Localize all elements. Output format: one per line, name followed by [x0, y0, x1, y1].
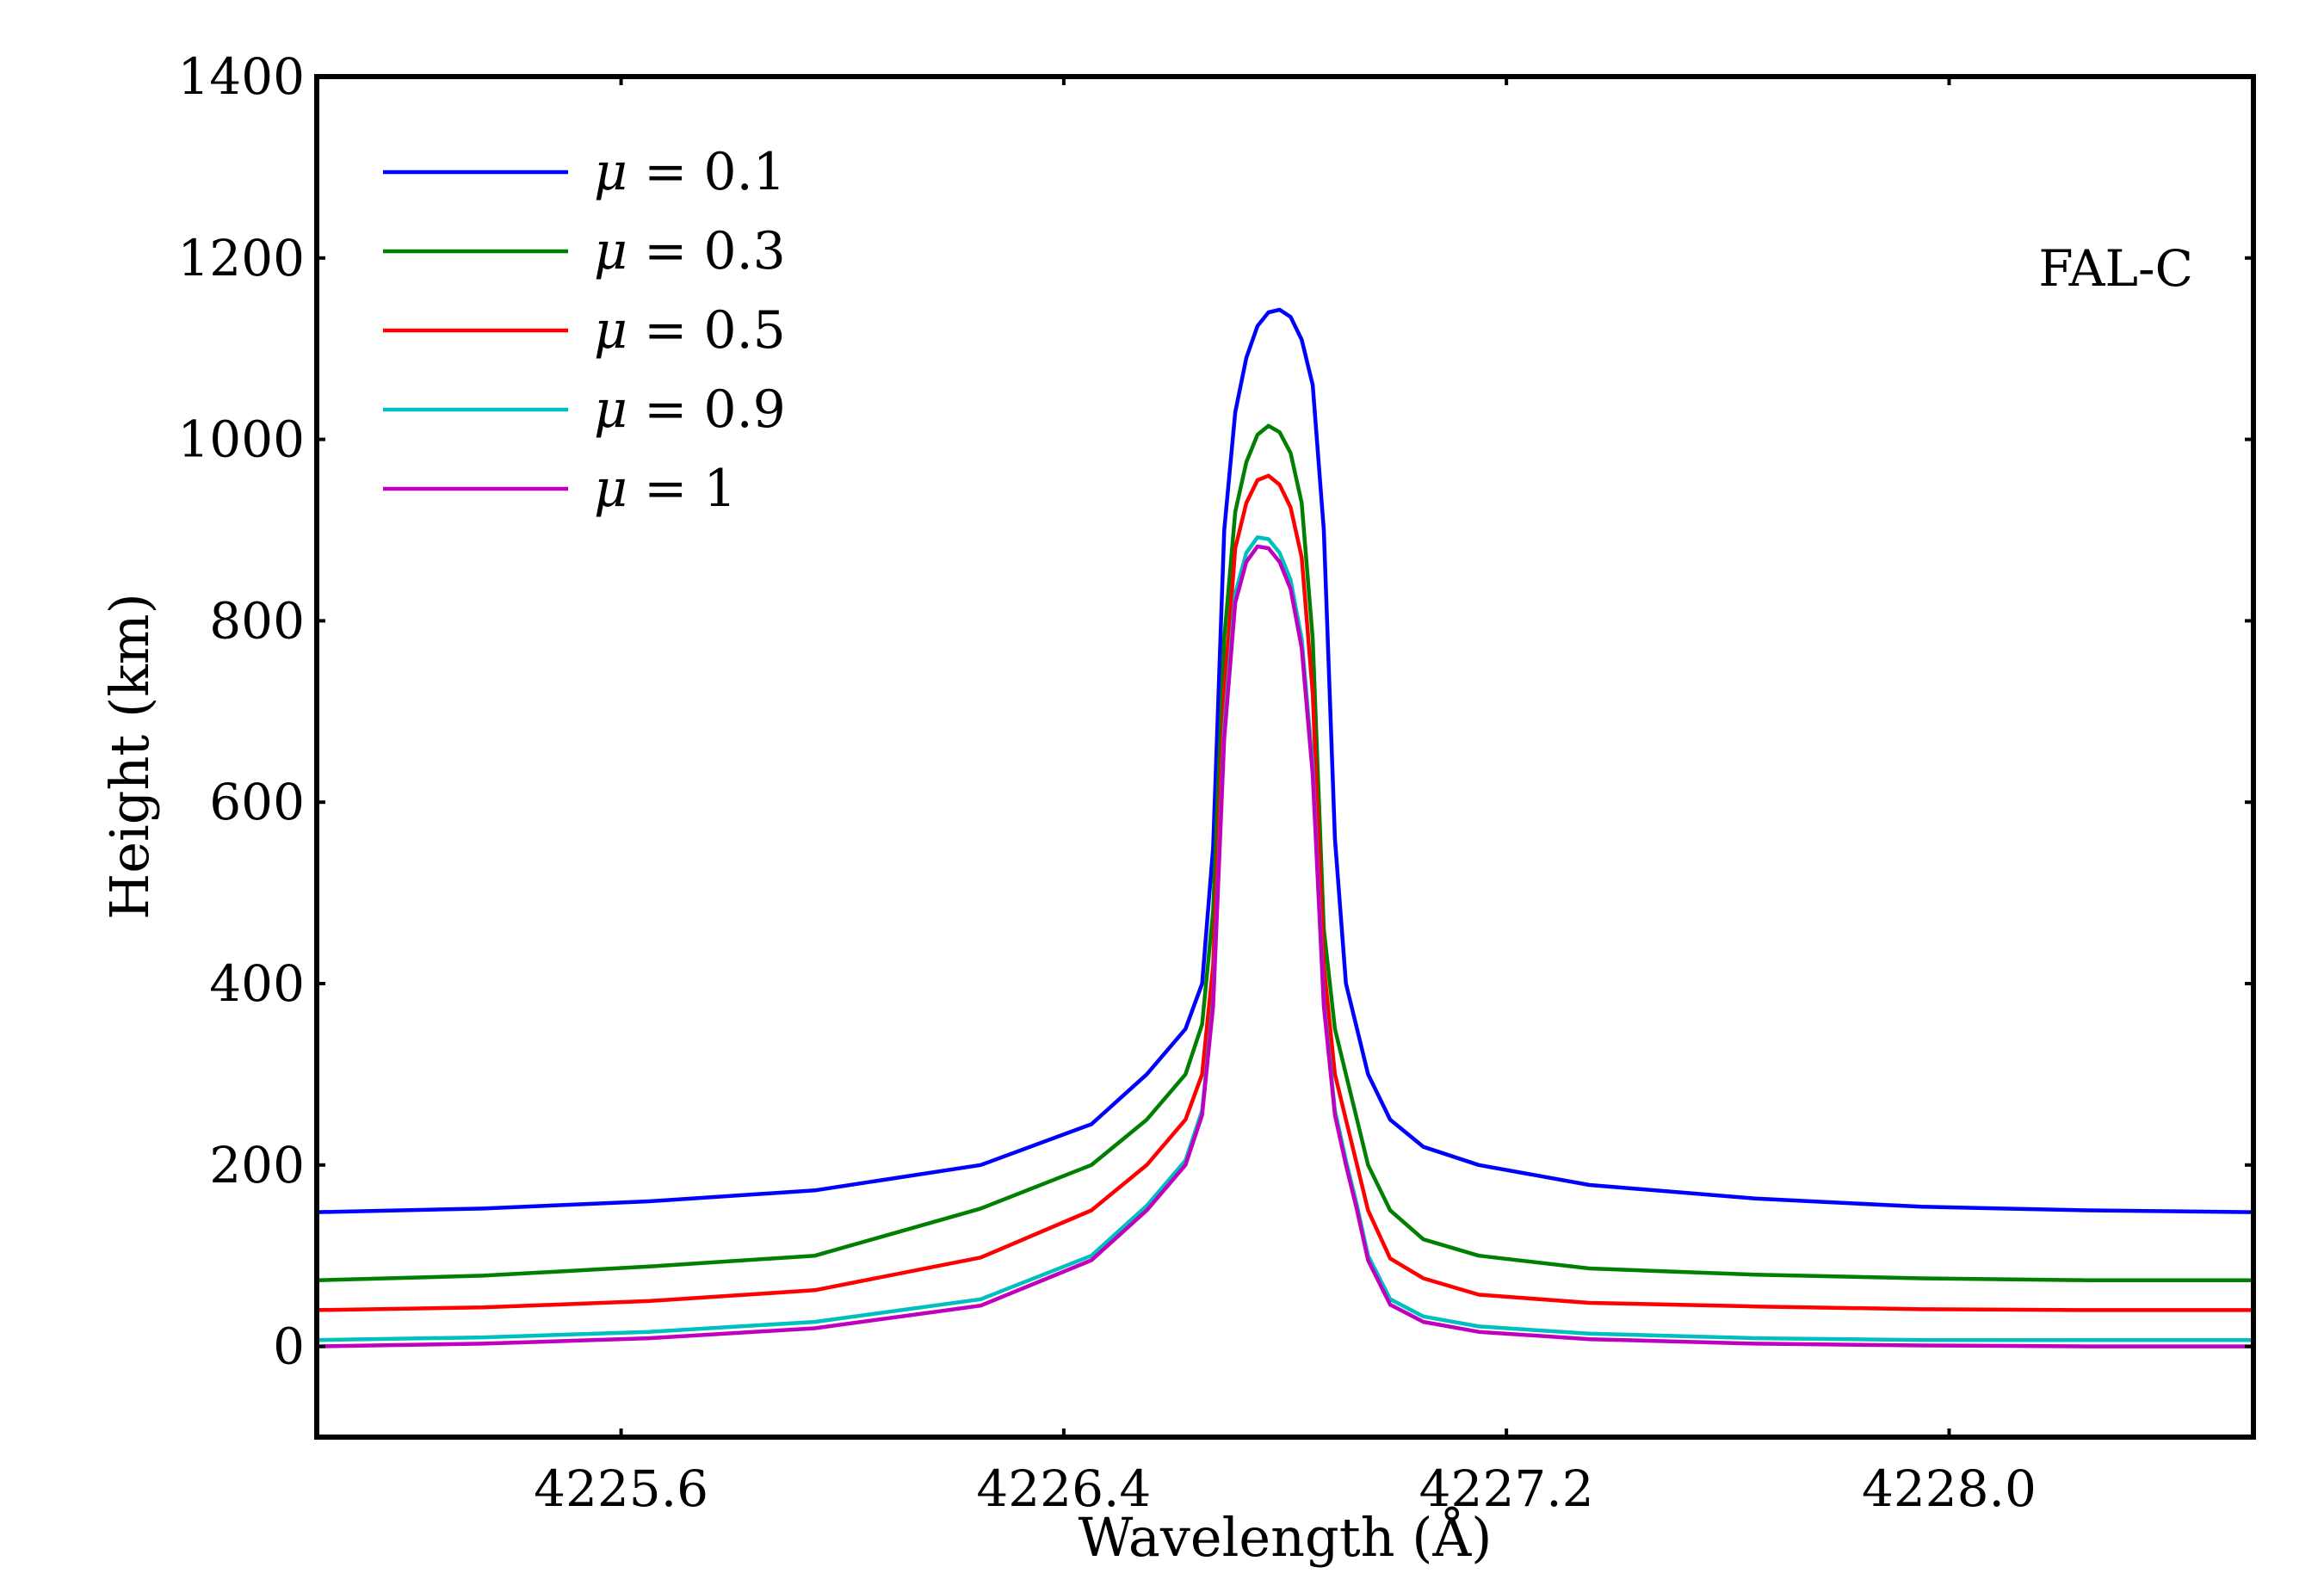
series-line-5 — [317, 544, 2253, 1348]
series-line-2 — [317, 423, 2253, 1282]
x-tick-label-4: 4228.0 — [1862, 1459, 2037, 1518]
y-tick-label-3: 400 — [209, 954, 305, 1013]
legend-value: = 0.3 — [627, 221, 786, 281]
legend-value: = 0.1 — [627, 142, 786, 202]
legend-label-2: μ = 0.3 — [594, 221, 786, 281]
x-axis-title: Wavelength (Å) — [1079, 1506, 1493, 1569]
y-axis-title: Height (km) — [98, 593, 161, 920]
legend-label-4: μ = 0.9 — [594, 379, 786, 440]
legend-label-1: μ = 0.1 — [594, 142, 786, 202]
y-tick-label-5: 800 — [209, 591, 305, 650]
plot-frame — [314, 74, 2256, 1440]
y-tick-label-7: 1200 — [177, 229, 305, 287]
legend-label-5: μ = 1 — [594, 459, 737, 519]
series-layer — [317, 307, 2253, 1348]
x-tick-label-1: 4225.6 — [534, 1459, 708, 1518]
y-tick-label-2: 200 — [209, 1136, 305, 1194]
legend-label-3: μ = 0.5 — [594, 300, 786, 361]
legend-value: = 1 — [627, 459, 737, 519]
y-tick-label-4: 600 — [209, 773, 305, 831]
legend: μ = 0.1μ = 0.3μ = 0.5μ = 0.9μ = 1 — [383, 142, 786, 519]
y-tick-label-8: 1400 — [177, 47, 305, 106]
legend-mu-symbol: μ — [594, 459, 627, 519]
legend-mu-symbol: μ — [594, 379, 627, 440]
legend-mu-symbol: μ — [594, 221, 627, 281]
y-tick-label-1: 0 — [273, 1317, 305, 1376]
legend-mu-symbol: μ — [594, 300, 627, 361]
legend-mu-symbol: μ — [594, 142, 627, 202]
tick-labels-layer: 4225.6 4226.4 4227.2 4228.0 0 200 400 600 800 100… — [177, 47, 2037, 1518]
x-tick-label-3: 4227.2 — [1419, 1459, 1594, 1518]
annotation-label: FAL-C — [2038, 239, 2193, 298]
legend-value: = 0.9 — [627, 379, 786, 440]
y-tick-label-6: 1000 — [177, 410, 305, 469]
legend-value: = 0.5 — [627, 300, 786, 361]
series-line-1 — [317, 307, 2253, 1214]
series-line-4 — [317, 535, 2253, 1342]
series-line-3 — [317, 473, 2253, 1312]
x-tick-label-2: 4226.4 — [976, 1459, 1151, 1518]
